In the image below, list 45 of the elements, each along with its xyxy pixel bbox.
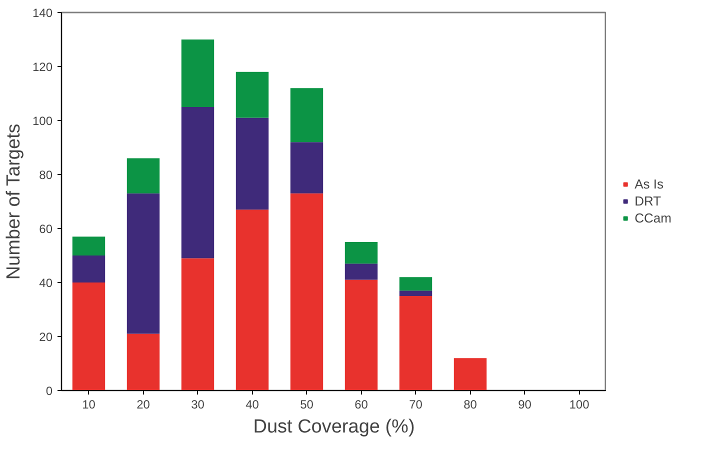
x-tick-label: 20 [136,398,150,412]
x-tick-label: 50 [300,398,314,412]
y-tick-label: 20 [39,330,53,344]
bar [181,107,214,258]
bar [344,242,378,264]
bar [236,72,269,118]
x-tick-label: 90 [518,398,532,412]
y-tick-label: 60 [39,222,53,236]
y-tick-label: 140 [32,6,53,20]
bar [290,142,324,194]
bar [181,40,214,107]
y-tick-label: 120 [32,60,53,74]
bar [126,334,160,390]
bar [236,118,269,210]
y-tick-label: 40 [39,276,53,290]
x-tick-label: 70 [409,398,423,412]
y-tick-label: 0 [46,384,53,398]
y-axis-title: Number of Targets [3,124,24,280]
x-tick-label: 30 [191,398,205,412]
x-tick-label: 40 [246,398,260,412]
bar [126,158,160,194]
bar [72,256,106,282]
bar [290,88,324,142]
legend-label: DRT [634,194,662,208]
bar [236,210,269,390]
x-tick-label: 100 [569,398,590,412]
y-tick-label: 80 [39,168,53,182]
x-tick-label: 60 [354,398,368,412]
bar [72,236,106,256]
x-tick-label: 80 [464,398,478,412]
x-tick-label: 10 [82,398,96,412]
bar [126,193,160,334]
legend-label: As Is [634,176,664,192]
bar [181,258,214,390]
legend-label: CCam [634,210,672,226]
bar [344,280,378,390]
bar [72,282,106,390]
bar [399,290,432,296]
y-tick-label: 100 [32,114,53,128]
bar [399,277,432,291]
bar [399,296,432,390]
bar [454,358,487,390]
bar [290,193,324,390]
bar [344,264,378,280]
x-axis-title: Dust Coverage (%) [253,416,415,438]
